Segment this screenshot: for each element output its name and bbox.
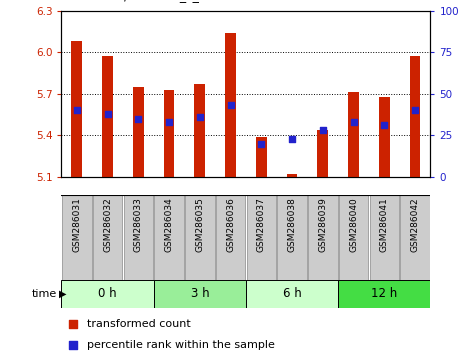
Bar <box>348 92 359 177</box>
Point <box>134 116 142 121</box>
Bar <box>339 195 368 280</box>
Text: 6 h: 6 h <box>283 287 301 300</box>
Text: GSM286038: GSM286038 <box>288 197 297 252</box>
Text: 0 h: 0 h <box>98 287 117 300</box>
Text: GSM286040: GSM286040 <box>349 197 358 252</box>
Text: transformed count: transformed count <box>88 319 191 329</box>
Text: time: time <box>32 289 57 299</box>
Bar <box>154 280 246 308</box>
Bar <box>62 195 92 280</box>
Point <box>288 136 296 142</box>
Bar <box>379 97 390 177</box>
Bar <box>246 280 338 308</box>
Bar <box>133 87 144 177</box>
Point <box>227 103 235 108</box>
Bar <box>185 195 215 280</box>
Bar <box>338 280 430 308</box>
Bar <box>216 195 245 280</box>
Bar <box>246 195 276 280</box>
Point <box>196 114 203 120</box>
Text: 3 h: 3 h <box>191 287 209 300</box>
Point <box>73 108 80 113</box>
Text: GSM286032: GSM286032 <box>103 197 112 252</box>
Bar <box>256 137 267 177</box>
Bar <box>317 130 328 177</box>
Point <box>411 108 419 113</box>
Text: 12 h: 12 h <box>371 287 397 300</box>
Text: percentile rank within the sample: percentile rank within the sample <box>88 339 275 350</box>
Bar <box>102 56 113 177</box>
Text: GSM286041: GSM286041 <box>380 197 389 252</box>
Bar <box>287 174 298 177</box>
Text: GSM286035: GSM286035 <box>195 197 204 252</box>
Bar <box>71 41 82 177</box>
Text: GSM286037: GSM286037 <box>257 197 266 252</box>
Point <box>166 119 173 125</box>
Text: GSM286033: GSM286033 <box>134 197 143 252</box>
Bar <box>93 195 123 280</box>
Text: GSM286036: GSM286036 <box>226 197 235 252</box>
Bar <box>410 56 420 177</box>
Bar <box>154 195 184 280</box>
Bar <box>225 33 236 177</box>
Text: GDS3285 / 220682_s_at: GDS3285 / 220682_s_at <box>61 0 212 2</box>
Bar <box>400 195 430 280</box>
Bar <box>123 195 153 280</box>
Text: GSM286039: GSM286039 <box>318 197 327 252</box>
Bar <box>277 195 307 280</box>
Bar <box>61 280 154 308</box>
Bar <box>308 195 338 280</box>
Text: GSM286034: GSM286034 <box>165 197 174 252</box>
Bar <box>369 195 399 280</box>
Point <box>343 245 350 251</box>
Point <box>350 119 358 125</box>
Point <box>104 111 112 116</box>
Point <box>319 127 326 133</box>
Text: ▶: ▶ <box>59 289 67 299</box>
Point <box>380 122 388 128</box>
Text: GSM286042: GSM286042 <box>411 197 420 252</box>
Point <box>257 141 265 147</box>
Text: GSM286031: GSM286031 <box>72 197 81 252</box>
Point <box>343 59 350 65</box>
Bar <box>194 84 205 177</box>
Bar <box>164 90 175 177</box>
